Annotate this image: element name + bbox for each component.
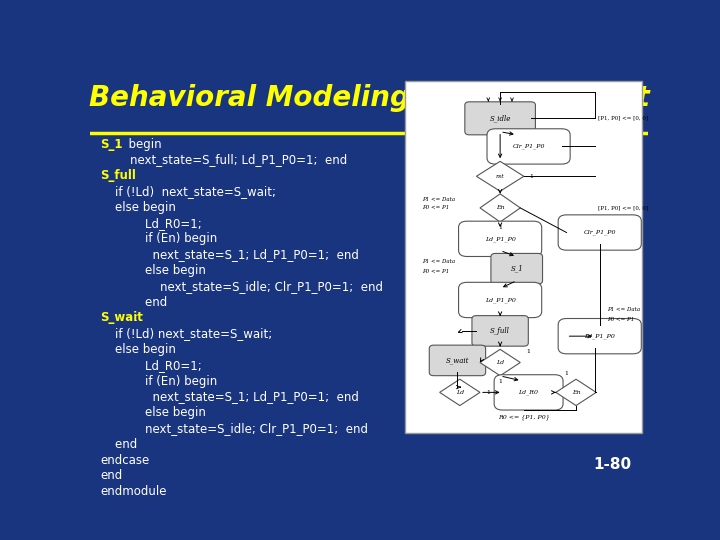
Text: R0 <= {P1, P0}: R0 <= {P1, P0} [498, 415, 550, 421]
Text: Ld_P1_P0: Ld_P1_P0 [585, 333, 615, 339]
Text: P0 <= P1: P0 <= P1 [422, 269, 449, 274]
Text: if (En) begin: if (En) begin [100, 232, 217, 245]
Text: :: : [128, 169, 132, 182]
Text: end: end [100, 438, 138, 451]
Text: if (!Ld)  next_state=S_wait;: if (!Ld) next_state=S_wait; [100, 185, 276, 198]
Text: if (En) begin: if (En) begin [100, 375, 217, 388]
Text: S_wait: S_wait [100, 312, 143, 325]
Text: rst: rst [496, 174, 505, 179]
FancyBboxPatch shape [405, 82, 642, 433]
Text: Ld_R0=1;: Ld_R0=1; [100, 217, 202, 230]
Text: next_state=S_idle; Clr_P1_P0=1;  end: next_state=S_idle; Clr_P1_P0=1; end [100, 280, 383, 293]
Text: next_state=S_1; Ld_P1_P0=1;  end: next_state=S_1; Ld_P1_P0=1; end [100, 248, 359, 261]
Text: next_state=S_full; Ld_P1_P0=1;  end: next_state=S_full; Ld_P1_P0=1; end [100, 153, 347, 166]
Text: S_idle: S_idle [490, 114, 510, 123]
Text: S_wait: S_wait [446, 356, 469, 365]
FancyBboxPatch shape [429, 345, 485, 376]
Text: end: end [100, 295, 167, 308]
Text: endcase: endcase [100, 454, 149, 467]
Text: Ld_R0: Ld_R0 [518, 389, 539, 395]
Text: S_1: S_1 [100, 138, 122, 151]
Text: end: end [100, 469, 122, 482]
Text: if (!Ld) next_state=S_wait;: if (!Ld) next_state=S_wait; [100, 327, 272, 340]
Text: 1: 1 [486, 390, 490, 395]
Text: 1: 1 [498, 225, 502, 230]
Polygon shape [480, 194, 521, 222]
Text: P1 <= Data: P1 <= Data [607, 307, 640, 312]
FancyBboxPatch shape [558, 215, 642, 250]
Polygon shape [556, 379, 596, 406]
Text: S_full: S_full [100, 169, 136, 182]
FancyBboxPatch shape [459, 282, 541, 318]
FancyBboxPatch shape [491, 253, 543, 284]
FancyBboxPatch shape [459, 221, 541, 256]
Text: Ld_P1_P0: Ld_P1_P0 [485, 236, 516, 241]
Polygon shape [480, 349, 521, 376]
Text: Ld: Ld [456, 390, 464, 395]
Text: 1-80: 1-80 [593, 457, 631, 472]
Text: P1 <= Data: P1 <= Data [422, 197, 455, 201]
Text: Clr_P1_P0: Clr_P1_P0 [513, 144, 545, 149]
Text: next_state=S_1; Ld_P1_P0=1;  end: next_state=S_1; Ld_P1_P0=1; end [100, 390, 359, 403]
Text: Ld_P1_P0: Ld_P1_P0 [485, 297, 516, 303]
Text: next_state=S_idle; Clr_P1_P0=1;  end: next_state=S_idle; Clr_P1_P0=1; end [100, 422, 368, 435]
Text: [P1, P0] <= [0, 0]: [P1, P0] <= [0, 0] [598, 116, 649, 121]
Text: 1: 1 [564, 370, 569, 375]
Polygon shape [440, 379, 480, 406]
Text: 1: 1 [526, 349, 531, 354]
Text: Ld_R0=1;: Ld_R0=1; [100, 359, 202, 372]
Text: 1: 1 [498, 379, 502, 383]
Text: else begin: else begin [100, 343, 176, 356]
Text: else begin: else begin [100, 264, 206, 277]
Polygon shape [477, 161, 524, 191]
Text: P0 <= P1: P0 <= P1 [422, 205, 449, 211]
Text: Ld: Ld [496, 360, 504, 365]
Text: :  begin: : begin [117, 138, 162, 151]
Text: [P1, P0] <= [0, 0]: [P1, P0] <= [0, 0] [598, 205, 649, 211]
Text: En: En [496, 205, 505, 211]
Text: P0 <= P1: P0 <= P1 [607, 317, 634, 322]
Text: S_full: S_full [490, 327, 510, 335]
Text: P1 <= Data: P1 <= Data [422, 259, 455, 264]
FancyBboxPatch shape [90, 65, 648, 131]
Text: Behavioral Modeling of Control Unit: Behavioral Modeling of Control Unit [89, 84, 649, 112]
Text: else begin: else begin [100, 406, 206, 419]
Text: En: En [572, 390, 580, 395]
Text: Clr_P1_P0: Clr_P1_P0 [583, 230, 616, 235]
FancyBboxPatch shape [558, 319, 642, 354]
FancyBboxPatch shape [494, 375, 563, 410]
Text: endmodule: endmodule [100, 485, 166, 498]
FancyBboxPatch shape [487, 129, 570, 164]
FancyBboxPatch shape [465, 102, 536, 135]
Text: 1: 1 [529, 174, 533, 179]
Text: :: : [133, 312, 138, 325]
FancyBboxPatch shape [472, 315, 528, 346]
Text: else begin: else begin [100, 201, 176, 214]
Text: S_1: S_1 [510, 265, 523, 273]
